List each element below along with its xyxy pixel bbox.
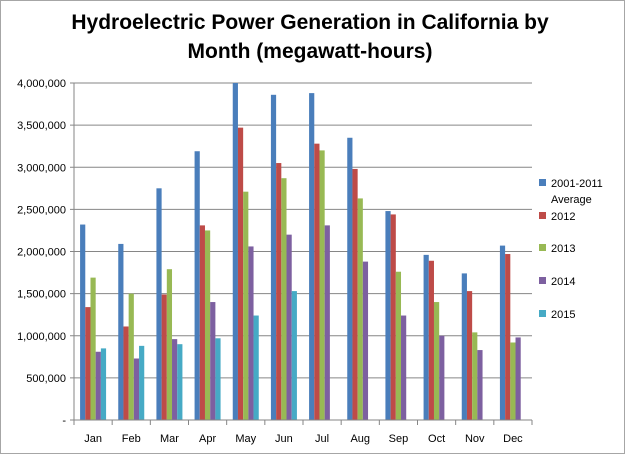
bar-jan-2001-2011-average — [80, 224, 86, 420]
bar-apr-2015 — [215, 338, 221, 420]
x-tick-label: Aug — [350, 433, 370, 445]
bar-mar-2013 — [166, 269, 173, 420]
legend-swatch — [539, 212, 546, 219]
bar-feb-2013 — [128, 293, 134, 421]
bar-feb-2014 — [133, 358, 140, 420]
bar-feb-2012 — [123, 326, 129, 420]
bar-aug-2001-2011-average — [347, 137, 353, 420]
bar-sep-2001-2011-average — [385, 211, 391, 420]
legend-label: 2014 — [551, 276, 575, 288]
bar-aug-2012 — [352, 168, 358, 420]
bar-jul-2001-2011-average — [309, 93, 315, 421]
x-tick-label: Dec — [503, 433, 523, 445]
bar-mar-2001-2011-average — [156, 188, 162, 420]
bar-apr-2014 — [210, 302, 216, 420]
legend-swatch — [539, 179, 546, 186]
legend-swatch — [539, 310, 546, 317]
bar-jun-2013 — [281, 178, 287, 420]
bar-jun-2015 — [291, 291, 297, 420]
bar-dec-2001-2011-average — [499, 245, 506, 420]
bar-nov-2013 — [472, 332, 478, 420]
y-tick-label: 2,500,000 — [17, 204, 66, 216]
bar-jun-2014 — [286, 234, 292, 420]
bar-nov-2001-2011-average — [461, 273, 467, 420]
bar-jul-2014 — [324, 225, 330, 420]
y-tick-label: 500,000 — [26, 373, 66, 385]
bar-mar-2012 — [161, 294, 167, 420]
x-tick-label: Sep — [389, 433, 409, 445]
y-tick-label: 3,500,000 — [17, 120, 66, 132]
axes: - 500,000 1,000,000 1,500,000 2,000,000 2,500… — [17, 78, 533, 445]
bar-jan-2014 — [95, 351, 101, 420]
bar-jan-2013 — [90, 277, 96, 420]
bar-aug-2013 — [357, 198, 363, 420]
legend-label: 2013 — [551, 243, 575, 255]
bar-may-2015 — [253, 315, 259, 420]
bar-mar-2015 — [177, 344, 183, 420]
legend-label: 2012 — [551, 211, 575, 223]
legend: 2001-2011 Average 2012 2013 2014 2015 — [539, 178, 603, 321]
bar-may-2014 — [248, 246, 254, 420]
bar-may-2012 — [237, 127, 244, 421]
bar-oct-2013 — [433, 302, 440, 420]
x-tick-label: Jun — [275, 433, 293, 445]
legend-swatch — [539, 244, 546, 251]
bar-mar-2014 — [172, 339, 178, 420]
bar-sep-2013 — [395, 271, 402, 420]
legend-label: 2015 — [551, 309, 575, 321]
bar-apr-2001-2011-average — [194, 151, 200, 421]
x-tick-label: Feb — [122, 433, 141, 445]
bar-jul-2012 — [314, 143, 320, 420]
bar-oct-2014 — [439, 335, 445, 420]
chart-title-line-2: Month (megawatt-hours) — [187, 40, 433, 63]
y-tick-label: 1,000,000 — [17, 331, 66, 343]
y-tick-label: 1,500,000 — [17, 289, 66, 301]
bar-dec-2014 — [515, 337, 521, 420]
gridlines — [74, 82, 532, 379]
bar-apr-2012 — [199, 225, 205, 420]
bar-apr-2013 — [204, 230, 211, 420]
bar-feb-2001-2011-average — [118, 243, 124, 420]
bar-sep-2012 — [390, 214, 396, 420]
x-tick-label: Mar — [160, 433, 179, 445]
chart-title-line-1: Hydroelectric Power Generation in Califo… — [71, 11, 549, 34]
bars — [80, 83, 521, 421]
bar-aug-2014 — [362, 261, 369, 420]
bar-feb-2015 — [139, 345, 145, 420]
bar-dec-2013 — [510, 342, 516, 420]
bar-oct-2001-2011-average — [423, 254, 429, 420]
x-tick-label: Jan — [84, 433, 102, 445]
legend-label: Average — [551, 194, 592, 206]
x-tick-label: Oct — [428, 433, 445, 445]
legend-swatch — [539, 277, 546, 284]
bar-may-2013 — [243, 191, 249, 420]
y-tick-label: - — [62, 415, 66, 427]
x-tick-label: Nov — [465, 433, 485, 445]
bar-sep-2014 — [401, 315, 407, 420]
bar-jan-2012 — [85, 307, 91, 420]
y-tick-label: 2,000,000 — [17, 247, 66, 259]
bar-dec-2012 — [505, 254, 511, 420]
legend-label: 2001-2011 — [551, 178, 603, 190]
bar-jul-2013 — [319, 150, 325, 420]
x-tick-label: May — [235, 433, 256, 445]
y-tick-label: 3,000,000 — [17, 162, 66, 174]
bar-may-2001-2011-average — [232, 83, 238, 420]
bar-jun-2012 — [276, 163, 282, 421]
bar-nov-2012 — [466, 291, 473, 420]
bar-jun-2001-2011-average — [270, 94, 277, 421]
bar-nov-2014 — [477, 350, 483, 420]
x-tick-label: Apr — [199, 433, 216, 445]
y-tick-label: 4,000,000 — [17, 78, 66, 90]
chart-title: Hydroelectric Power Generation in Califo… — [40, 8, 580, 66]
bar-oct-2012 — [428, 260, 434, 420]
bar-jan-2015 — [100, 348, 107, 420]
x-tick-label: Jul — [315, 433, 329, 445]
